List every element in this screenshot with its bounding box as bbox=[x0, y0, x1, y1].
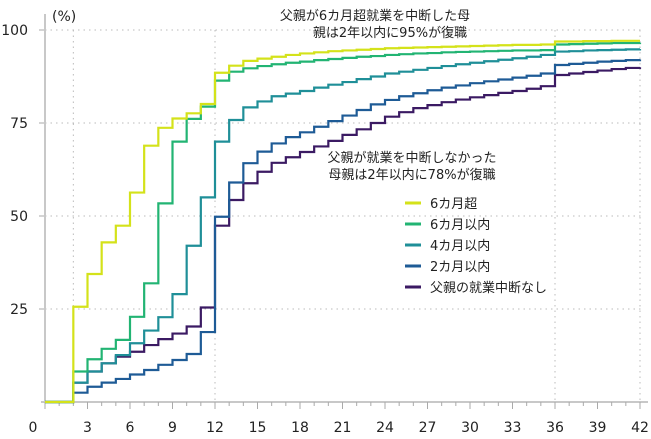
legend-label: 父親の就業中断なし bbox=[430, 280, 547, 296]
x-tick-label: 36 bbox=[546, 420, 564, 435]
x-tick-label: 12 bbox=[206, 420, 224, 435]
series-line bbox=[45, 39, 640, 404]
x-tick-label: 33 bbox=[504, 420, 522, 435]
annotation-middle: 父親が就業を中断しなかった 母親は2年以内に78%が復職 bbox=[327, 150, 496, 183]
series-line bbox=[45, 59, 642, 404]
x-tick-label: 42 bbox=[631, 420, 649, 435]
x-tick-label: 27 bbox=[419, 420, 437, 435]
annotation-middle-line-2: 母親は2年以内に78%が復職 bbox=[328, 167, 495, 183]
x-tick-label: 0 bbox=[29, 420, 38, 435]
y-tick-label: 75 bbox=[10, 116, 28, 132]
y-tick-label: 100 bbox=[1, 23, 28, 39]
y-axis-label: (%) bbox=[52, 9, 76, 25]
x-tick-label: 15 bbox=[249, 420, 267, 435]
series-line bbox=[45, 66, 642, 404]
x-tick-label: 6 bbox=[126, 420, 135, 435]
y-tick-label: 25 bbox=[10, 302, 28, 318]
y-tick-label: 50 bbox=[10, 209, 28, 225]
series-line bbox=[45, 41, 642, 404]
legend-label: 4カ月以内 bbox=[430, 238, 490, 254]
x-tick-label: 24 bbox=[376, 420, 394, 435]
x-tick-label: 39 bbox=[589, 420, 607, 435]
series-line bbox=[45, 48, 642, 404]
legend-label: 6カ月以内 bbox=[430, 217, 490, 233]
series-lines bbox=[45, 39, 642, 404]
x-tick-label: 3 bbox=[83, 420, 92, 435]
x-tick-label: 21 bbox=[334, 420, 352, 435]
annotation-top: 父親が6カ月超就業を中断した母 親は2年以内に95%が復職 bbox=[280, 8, 470, 41]
x-tick-label: 18 bbox=[291, 420, 309, 435]
annotation-middle-line-1: 父親が就業を中断しなかった bbox=[327, 150, 496, 166]
legend-label: 6カ月超 bbox=[430, 197, 477, 212]
annotation-top-line-2: 親は2年以内に95%が復職 bbox=[313, 25, 467, 41]
x-tick-label: 30 bbox=[461, 420, 479, 435]
x-tick-label: 9 bbox=[168, 420, 177, 435]
annotation-top-line-1: 父親が6カ月超就業を中断した母 bbox=[280, 8, 470, 24]
legend-label: 2カ月以内 bbox=[430, 259, 490, 275]
